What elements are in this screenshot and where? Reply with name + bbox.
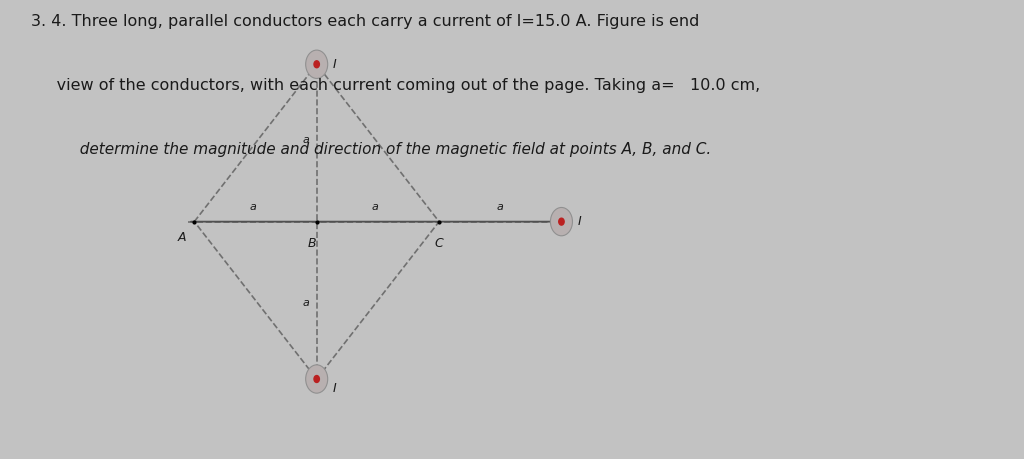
Text: C: C	[435, 237, 443, 250]
Text: view of the conductors, with each current coming out of the page. Taking a=   10: view of the conductors, with each curren…	[31, 78, 760, 93]
Text: 3. 4. Three long, parallel conductors each carry a current of I=15.0 A. Figure i: 3. 4. Three long, parallel conductors ea…	[31, 14, 699, 29]
Circle shape	[314, 61, 319, 68]
Circle shape	[306, 50, 328, 78]
Circle shape	[559, 218, 564, 225]
Text: I: I	[578, 215, 581, 228]
Circle shape	[306, 365, 328, 393]
Text: I: I	[333, 58, 336, 71]
Text: determine the magnitude and direction of the magnetic field at points A, B, and : determine the magnitude and direction of…	[31, 142, 711, 157]
Text: B: B	[307, 237, 316, 250]
Text: a: a	[250, 202, 256, 212]
Text: I: I	[333, 382, 336, 395]
Text: a: a	[497, 202, 504, 212]
Text: a: a	[372, 202, 379, 212]
Text: A: A	[178, 231, 186, 244]
Circle shape	[551, 207, 572, 236]
Circle shape	[314, 375, 319, 382]
Text: a: a	[302, 135, 309, 145]
Text: a: a	[302, 298, 309, 308]
